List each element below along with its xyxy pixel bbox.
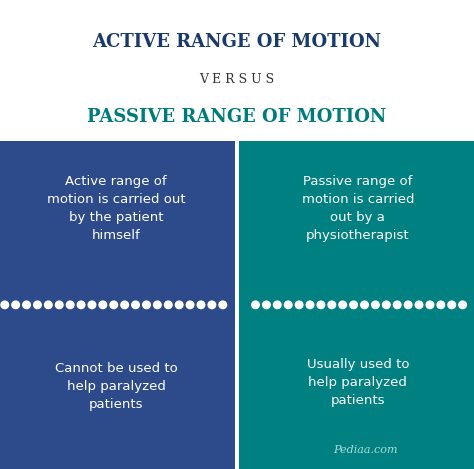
Circle shape	[361, 301, 368, 309]
Circle shape	[459, 301, 466, 309]
Text: V E R S U S: V E R S U S	[200, 73, 274, 86]
Circle shape	[154, 301, 161, 309]
Circle shape	[23, 301, 30, 309]
Circle shape	[437, 301, 445, 309]
Text: Usually used to
help paralyzed
patients: Usually used to help paralyzed patients	[307, 358, 409, 407]
Circle shape	[426, 301, 434, 309]
Circle shape	[186, 301, 194, 309]
Circle shape	[339, 301, 346, 309]
Circle shape	[350, 301, 357, 309]
Circle shape	[263, 301, 270, 309]
Circle shape	[448, 301, 456, 309]
Circle shape	[121, 301, 128, 309]
Circle shape	[252, 301, 259, 309]
Circle shape	[197, 301, 205, 309]
Text: Cannot be used to
help paralyzed
patients: Cannot be used to help paralyzed patient…	[55, 363, 177, 411]
Circle shape	[110, 301, 118, 309]
Circle shape	[45, 301, 52, 309]
FancyBboxPatch shape	[239, 141, 474, 469]
Circle shape	[99, 301, 107, 309]
Circle shape	[219, 301, 227, 309]
Circle shape	[295, 301, 303, 309]
Circle shape	[1, 301, 9, 309]
Circle shape	[328, 301, 336, 309]
Circle shape	[132, 301, 139, 309]
Circle shape	[175, 301, 183, 309]
Text: PASSIVE RANGE OF MOTION: PASSIVE RANGE OF MOTION	[87, 108, 387, 126]
Text: Pediaa.com: Pediaa.com	[333, 445, 397, 455]
Circle shape	[404, 301, 412, 309]
Circle shape	[383, 301, 390, 309]
Circle shape	[34, 301, 41, 309]
Circle shape	[12, 301, 19, 309]
Circle shape	[77, 301, 85, 309]
Circle shape	[88, 301, 96, 309]
Circle shape	[317, 301, 325, 309]
Circle shape	[143, 301, 150, 309]
Circle shape	[66, 301, 74, 309]
Text: ACTIVE RANGE OF MOTION: ACTIVE RANGE OF MOTION	[92, 33, 382, 51]
Circle shape	[306, 301, 314, 309]
Text: Active range of
motion is carried out
by the patient
himself: Active range of motion is carried out by…	[47, 175, 185, 242]
FancyBboxPatch shape	[0, 141, 235, 469]
Circle shape	[55, 301, 63, 309]
Circle shape	[415, 301, 423, 309]
Circle shape	[208, 301, 216, 309]
Text: Passive range of
motion is carried
out by a
physiotherapist: Passive range of motion is carried out b…	[301, 175, 414, 242]
Circle shape	[284, 301, 292, 309]
Circle shape	[164, 301, 172, 309]
Circle shape	[273, 301, 281, 309]
Circle shape	[372, 301, 379, 309]
Circle shape	[393, 301, 401, 309]
